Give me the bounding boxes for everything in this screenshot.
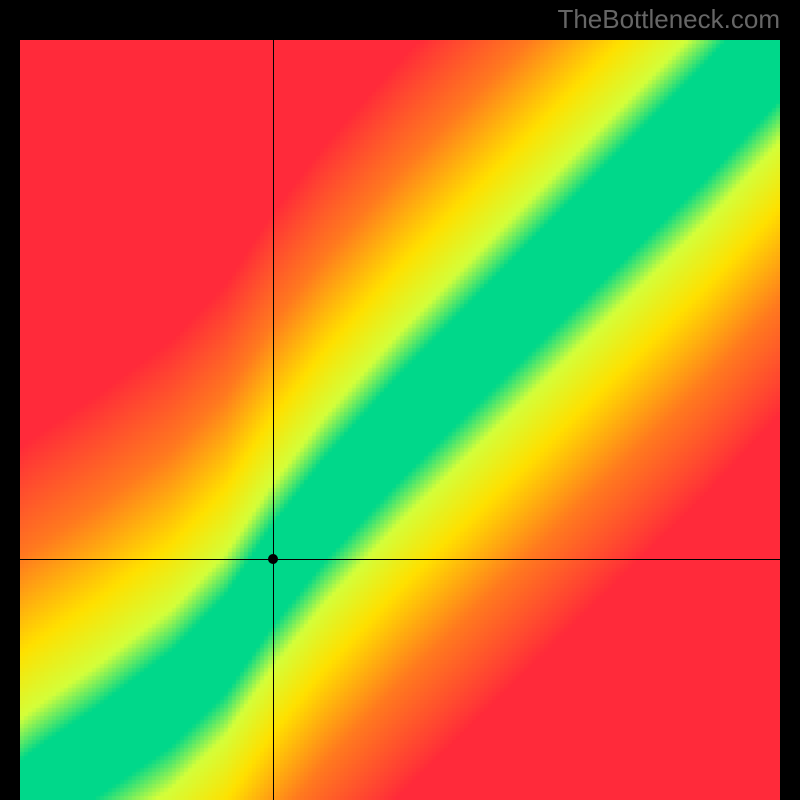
crosshair-horizontal	[20, 559, 780, 560]
heatmap-plot	[20, 40, 780, 800]
chart-container: TheBottleneck.com	[0, 0, 800, 800]
watermark-text: TheBottleneck.com	[557, 4, 780, 35]
heatmap-canvas	[20, 40, 780, 800]
crosshair-vertical	[273, 40, 274, 800]
data-point-marker	[268, 554, 278, 564]
